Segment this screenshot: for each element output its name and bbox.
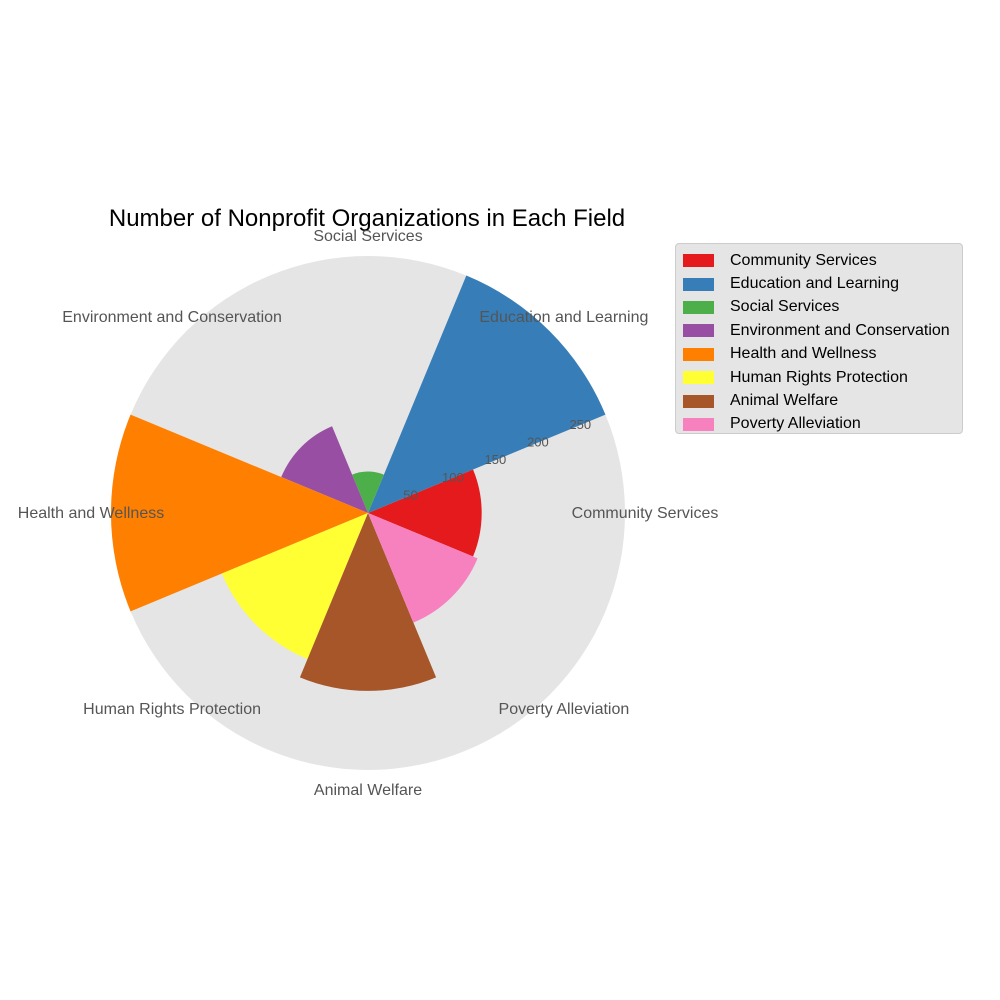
bar-environment-and-conservation: [281, 426, 368, 513]
category-label-poverty-alleviation: Poverty Alleviation: [499, 701, 630, 718]
bar-social-services: [352, 471, 384, 513]
legend-label: Animal Welfare: [730, 392, 839, 410]
legend-swatch: [683, 324, 714, 338]
legend-item-environment-and-conservation: Environment and Conservation: [682, 319, 962, 342]
legend-swatch: [683, 300, 714, 314]
legend-label: Community Services: [730, 251, 877, 269]
r-tick-label: 150: [485, 452, 507, 467]
bar-community-services: [368, 469, 482, 557]
legend-label: Health and Wellness: [730, 345, 877, 363]
bar-animal-welfare: [299, 513, 437, 691]
r-tick-label: 50: [403, 487, 417, 502]
bar-human-rights-protection: [221, 513, 368, 660]
legend-swatch: [683, 347, 714, 361]
bar-health-and-wellness: [110, 414, 368, 612]
bar-poverty-alleviation: [368, 513, 478, 623]
category-labels: Community Services Education and Learning…: [18, 228, 719, 799]
r-tick-label: 250: [569, 417, 591, 432]
category-label-health-and-wellness: Health and Wellness: [18, 505, 164, 522]
legend-label: Education and Learning: [730, 275, 900, 293]
legend: Community Services Education and Learning…: [675, 243, 963, 434]
category-label-environment-and-conservation: Environment and Conservation: [62, 309, 282, 326]
legend-swatch: [683, 371, 714, 385]
legend-label: Poverty Alleviation: [730, 415, 861, 433]
radial-tick-labels: 50 100 150 200 250: [403, 417, 591, 502]
legend-swatch: [683, 394, 714, 408]
legend-item-health-and-wellness: Health and Wellness: [682, 343, 962, 366]
legend-item-education-and-learning: Education and Learning: [682, 272, 962, 295]
legend-swatch: [683, 254, 714, 268]
category-label-education-and-learning: Education and Learning: [479, 309, 648, 326]
legend-label: Environment and Conservation: [730, 321, 950, 339]
chart-title: Number of Nonprofit Organizations in Eac…: [109, 205, 625, 232]
legend-swatch: [683, 277, 714, 291]
r-tick-label: 100: [442, 470, 464, 485]
r-tick-label: 200: [527, 435, 549, 450]
category-label-community-services: Community Services: [572, 505, 719, 522]
bars: [110, 275, 606, 691]
category-label-human-rights-protection: Human Rights Protection: [83, 701, 261, 718]
legend-label: Human Rights Protection: [730, 368, 908, 386]
legend-item-animal-welfare: Animal Welfare: [682, 389, 962, 412]
legend-label: Social Services: [730, 298, 840, 316]
legend-item-community-services: Community Services: [682, 249, 962, 272]
category-label-social-services: Social Services: [313, 228, 422, 245]
legend-swatch: [683, 417, 714, 431]
bar-education-and-learning: [368, 275, 606, 513]
legend-item-human-rights-protection: Human Rights Protection: [682, 366, 962, 389]
legend-item-social-services: Social Services: [682, 296, 962, 319]
legend-item-poverty-alleviation: Poverty Alleviation: [682, 413, 962, 436]
category-label-animal-welfare: Animal Welfare: [314, 782, 422, 799]
